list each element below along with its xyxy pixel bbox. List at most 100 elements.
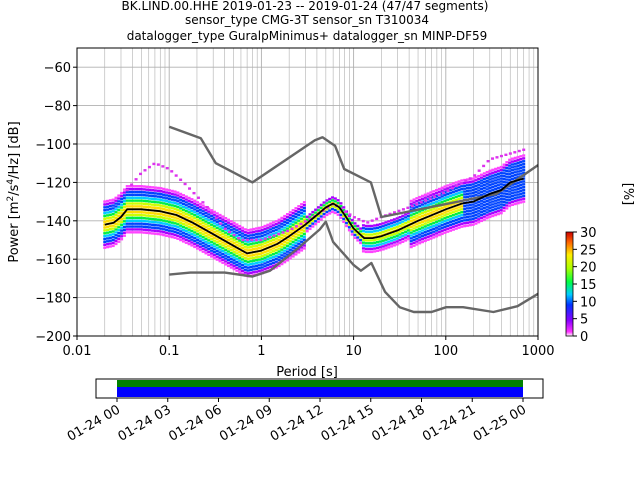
heatmap-cell bbox=[120, 200, 124, 203]
heatmap-cell bbox=[370, 247, 374, 251]
heatmap-cell bbox=[283, 229, 287, 232]
heatmap-cell bbox=[415, 223, 419, 226]
heatmap-cell bbox=[480, 208, 484, 211]
heatmap-cell-sparse bbox=[254, 238, 258, 242]
heatmap-cell bbox=[440, 195, 444, 198]
heatmap-cell bbox=[350, 227, 354, 230]
heatmap-cell bbox=[125, 210, 129, 214]
heatmap-cell bbox=[491, 177, 495, 180]
heatmap-cell bbox=[454, 195, 458, 199]
heatmap-cell bbox=[378, 243, 382, 246]
heatmap-cell bbox=[142, 202, 146, 205]
heatmap-cell bbox=[117, 223, 121, 226]
heatmap-cell bbox=[454, 218, 458, 222]
heatmap-cell bbox=[494, 202, 498, 205]
heatmap-cell bbox=[136, 222, 140, 225]
heatmap-cell bbox=[370, 233, 374, 236]
heatmap-cell bbox=[502, 195, 506, 198]
heatmap-cell bbox=[420, 232, 424, 235]
heatmap-cell bbox=[235, 269, 239, 272]
heatmap-cell bbox=[204, 249, 208, 252]
heatmap-cell bbox=[429, 234, 433, 237]
heatmap-cell bbox=[356, 224, 360, 228]
heatmap-cell-sparse bbox=[343, 210, 347, 213]
heatmap-cell bbox=[232, 264, 236, 268]
heatmap-cell bbox=[286, 233, 290, 236]
heatmap-cell bbox=[210, 209, 214, 212]
heatmap-cell bbox=[516, 173, 520, 176]
heatmap-cell bbox=[378, 225, 382, 229]
heatmap-cell bbox=[196, 227, 200, 230]
heatmap-cell bbox=[235, 243, 239, 246]
heatmap-cell bbox=[406, 226, 410, 229]
heatmap-cell bbox=[193, 225, 197, 228]
heatmap-cell bbox=[204, 220, 208, 223]
heatmap-cell bbox=[522, 162, 526, 166]
time-tick-label: 01-24 06 bbox=[166, 402, 224, 444]
heatmap-cell bbox=[210, 240, 214, 244]
heatmap-cell bbox=[522, 165, 526, 169]
heatmap-cell bbox=[117, 203, 121, 206]
nhnm-curve bbox=[168, 125, 539, 219]
heatmap-cell bbox=[193, 234, 197, 237]
heatmap-cell bbox=[170, 215, 174, 219]
heatmap-cell bbox=[288, 239, 292, 243]
heatmap-cell bbox=[463, 224, 467, 228]
heatmap-cell bbox=[435, 217, 439, 221]
heatmap-cell-sparse bbox=[522, 148, 526, 151]
heatmap-cell bbox=[235, 223, 239, 226]
heatmap-cell bbox=[294, 253, 298, 256]
heatmap-cell bbox=[412, 232, 416, 236]
heatmap-cell bbox=[482, 186, 486, 190]
heatmap-cell bbox=[139, 216, 143, 220]
heatmap-cell bbox=[151, 220, 155, 224]
heatmap-cell bbox=[170, 235, 174, 239]
heatmap-cell bbox=[426, 192, 430, 195]
heatmap-cell bbox=[201, 210, 205, 213]
heatmap-cell bbox=[288, 237, 292, 240]
heatmap-cell bbox=[418, 195, 422, 199]
heatmap-cell bbox=[134, 187, 138, 191]
heatmap-cell bbox=[215, 215, 219, 218]
heatmap-cell bbox=[460, 193, 464, 197]
heatmap-cell bbox=[212, 222, 216, 225]
heatmap-cell bbox=[257, 241, 261, 244]
heatmap-cell bbox=[300, 231, 304, 235]
heatmap-cell bbox=[252, 253, 256, 257]
heatmap-cell bbox=[151, 191, 155, 195]
heatmap-cell bbox=[418, 221, 422, 225]
heatmap-cell bbox=[226, 221, 230, 224]
heatmap-cell bbox=[516, 164, 520, 167]
heatmap-cell bbox=[451, 185, 455, 188]
heatmap-cell bbox=[201, 247, 205, 250]
heatmap-cell bbox=[207, 239, 211, 242]
heatmap-cell bbox=[460, 179, 464, 182]
heatmap-cell bbox=[162, 199, 166, 202]
heatmap-cell bbox=[196, 221, 200, 224]
heatmap-cell bbox=[496, 195, 500, 199]
heatmap-cell bbox=[373, 241, 377, 244]
heatmap-cell bbox=[353, 222, 357, 225]
heatmap-cell bbox=[449, 191, 453, 195]
colorbar-tick-label: 30 bbox=[580, 226, 597, 241]
heatmap-cell bbox=[440, 224, 444, 227]
heatmap-cell bbox=[184, 206, 188, 210]
heatmap-cell bbox=[443, 196, 447, 200]
heatmap-cell bbox=[117, 220, 121, 223]
heatmap-cell bbox=[117, 214, 121, 217]
colorbar-tick-label: 20 bbox=[580, 261, 597, 276]
heatmap-cell bbox=[449, 197, 453, 201]
heatmap-cell bbox=[190, 200, 194, 204]
heatmap-cell bbox=[204, 208, 208, 212]
heatmap-cell bbox=[134, 228, 138, 231]
heatmap-cell bbox=[224, 263, 228, 266]
heatmap-cell bbox=[196, 232, 200, 236]
heatmap-cell bbox=[106, 240, 110, 243]
heatmap-cell bbox=[415, 231, 419, 235]
heatmap-cell bbox=[159, 207, 163, 210]
heatmap-cell bbox=[246, 263, 250, 266]
heatmap-cell bbox=[440, 226, 444, 230]
heatmap-cell-sparse bbox=[219, 222, 223, 225]
